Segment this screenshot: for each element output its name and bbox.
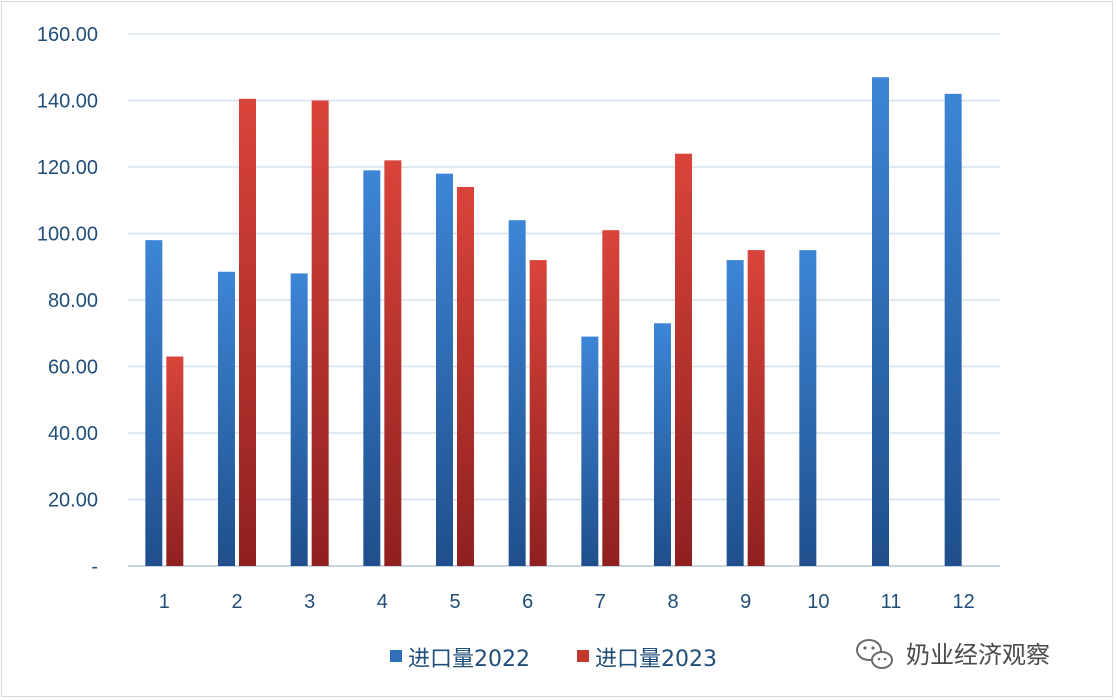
x-tick-label: 4 [377,591,388,613]
legend-swatch [390,650,402,662]
bar-series-1-cat-10 [799,250,817,566]
legend-swatch [577,650,589,662]
bar-series-2-cat-8 [675,153,692,566]
legend-label: 进口量2023 [595,647,717,672]
x-tick-label: 12 [953,591,975,613]
y-tick-label: 100.00 [37,224,98,246]
bar-series-2-cat-2 [239,98,256,567]
y-tick-label: 60.00 [48,357,98,379]
bar-series-2-cat-9 [747,250,765,566]
y-tick-label: 140.00 [37,91,98,113]
x-tick-label: 7 [595,591,606,613]
bar-series-1-cat-1 [145,240,163,566]
bar-series-1-cat-4 [363,170,381,566]
bar-series-1-cat-11 [872,77,889,566]
bar-series-2-cat-6 [529,260,547,566]
x-tick-label: 2 [231,591,242,613]
x-tick-label: 8 [667,591,678,613]
gridlines [128,33,1000,567]
legend: 进口量2022 进口量2023 [390,647,717,672]
bar-series-2-cat-4 [384,160,402,566]
x-tick-label: 9 [740,591,751,613]
legend-label: 进口量2022 [408,647,530,672]
y-axis: - 20.00 40.00 60.00 80.00 100.00 120.00 140.00 1… [37,24,98,578]
y-tick-label: 120.00 [37,157,98,179]
x-tick-label: 5 [449,591,460,613]
y-tick-label: - [91,556,98,578]
y-tick-label: 80.00 [48,290,98,312]
bar-series-1-cat-5 [436,173,453,566]
y-tick-label: 40.00 [48,423,98,445]
x-tick-label: 11 [881,591,902,613]
bar-series-1-cat-6 [508,220,526,566]
x-tick-label: 3 [304,591,315,613]
bar-series-2-cat-3 [311,100,329,566]
bar-series-1-cat-9 [726,260,744,566]
bar-series-2-cat-1 [166,356,184,566]
watermark: 奶业经济观察 [856,639,1050,669]
bar-series-1-cat-12 [944,93,962,566]
x-tick-label: 6 [522,591,533,613]
x-tick-label: 1 [159,591,170,613]
wechat-icon [856,639,893,669]
bar-series-1-cat-2 [218,271,235,566]
bar-series-2-cat-7 [602,230,620,567]
x-tick-label: 10 [807,591,829,613]
watermark-text: 奶业经济观察 [906,641,1050,669]
bars [145,77,962,567]
x-axis: 1 2 3 4 5 6 7 8 9 10 11 12 [159,591,975,613]
bar-series-1-cat-8 [654,323,671,566]
bar-series-1-cat-7 [581,336,599,566]
bar-series-2-cat-5 [457,186,474,566]
y-tick-label: 160.00 [37,24,98,46]
bar-series-1-cat-3 [290,273,308,566]
y-tick-label: 20.00 [48,490,98,512]
